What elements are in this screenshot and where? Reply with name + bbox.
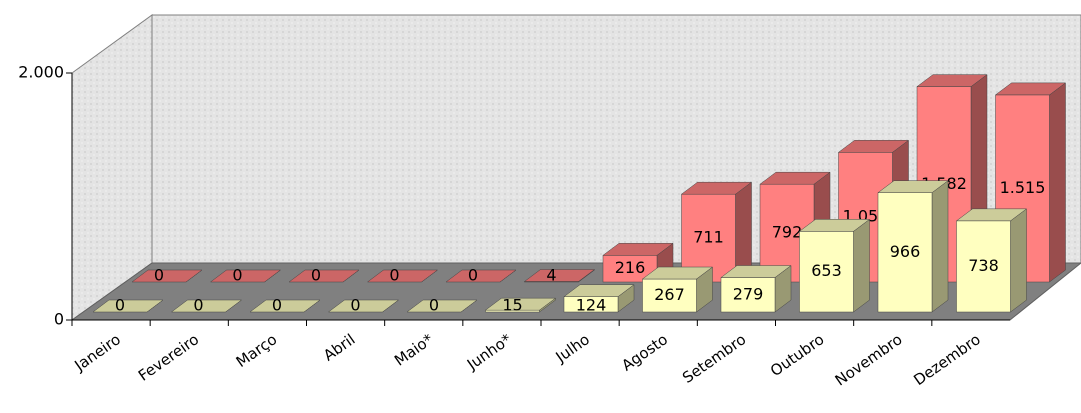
value-label: 0	[272, 296, 282, 315]
bar-top	[602, 243, 674, 256]
x-tick-label: Junho*	[463, 330, 515, 374]
bar-top	[877, 180, 949, 193]
bar-top	[955, 208, 1028, 222]
value-label: 0	[115, 296, 125, 315]
x-tick-label: Abril	[320, 330, 358, 364]
value-label: 966	[890, 242, 921, 261]
bar-top	[131, 269, 203, 283]
value-label: 0	[468, 266, 478, 285]
bar-top	[249, 299, 321, 313]
bar-top	[523, 269, 596, 282]
bar-top	[916, 74, 988, 87]
value-label: 0	[232, 266, 242, 285]
value-label: 738	[968, 256, 999, 275]
value-label: 0	[429, 296, 439, 315]
bar	[799, 231, 854, 313]
value-label: 0	[193, 296, 203, 315]
bar-top	[92, 299, 164, 313]
x-tick-label: Março	[233, 330, 281, 371]
y-tick-label: 0	[54, 310, 64, 329]
value-label: 0	[350, 296, 360, 315]
bar-side	[1049, 82, 1066, 283]
value-label: 1.515	[1000, 178, 1046, 197]
bar-side	[931, 180, 949, 313]
value-label: 653	[811, 261, 842, 280]
x-tick-label: Agosto	[618, 330, 671, 374]
x-tick-label: Fevereiro	[135, 330, 202, 385]
bar-top	[994, 82, 1067, 96]
value-label: 0	[311, 266, 321, 285]
bar-top	[759, 171, 831, 185]
bar-top	[366, 269, 439, 283]
bar-top	[327, 299, 400, 313]
x-tick-label: Maio*	[391, 330, 437, 370]
bar-top	[445, 269, 517, 283]
bar	[720, 277, 776, 313]
bar-top	[563, 284, 635, 297]
value-label: 15	[502, 296, 522, 315]
bar-top	[406, 299, 478, 313]
bar-top	[170, 299, 243, 313]
x-tick-label: Dezembro	[910, 330, 983, 389]
bar-top	[720, 265, 792, 278]
value-label: 0	[154, 266, 164, 285]
value-label: 124	[576, 296, 607, 315]
value-label: 267	[654, 285, 685, 304]
bar-top	[837, 140, 910, 153]
bar-top	[680, 181, 753, 195]
value-label: 279	[733, 284, 764, 303]
x-tick-label: Setembro	[679, 330, 749, 387]
bar-side	[853, 218, 870, 313]
value-label: 216	[615, 258, 646, 277]
bar-side	[1010, 208, 1027, 313]
x-tick-label: Novembro	[832, 330, 906, 389]
bar-top	[798, 219, 871, 232]
value-label: 4	[546, 266, 556, 285]
x-tick-label: Janeiro	[71, 330, 124, 375]
x-tick-label: Outubro	[767, 330, 827, 380]
bar-top	[288, 269, 360, 283]
bar-top	[209, 269, 282, 283]
x-tick-label: Julho	[552, 330, 593, 366]
value-label: 711	[693, 228, 724, 247]
value-label: 792	[772, 223, 803, 242]
bar-top	[484, 297, 557, 311]
bar-top	[641, 266, 714, 280]
y-tick-label: 2.000	[18, 63, 64, 82]
value-label: 0	[389, 266, 399, 285]
